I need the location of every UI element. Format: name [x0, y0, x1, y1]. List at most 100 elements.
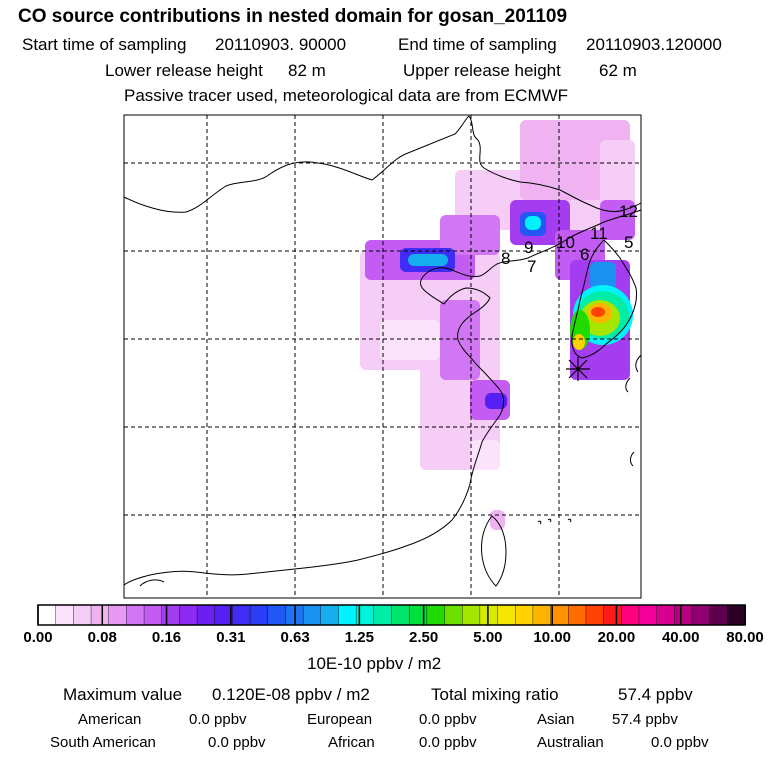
colorbar-cell: [585, 604, 605, 626]
traj-label-11: 11: [590, 224, 608, 243]
region-african: African: [328, 734, 375, 751]
colorbar-major-ticks: [37, 605, 746, 625]
colorbar-cell: [408, 604, 428, 626]
upper-height-value: 62 m: [599, 61, 637, 80]
colorbar-tick-label: 2.50: [409, 629, 439, 646]
colorbar-tick-label: 0.08: [87, 629, 117, 646]
concentration-cell: [380, 320, 440, 360]
colorbar-tick-label: 40.00: [661, 629, 700, 646]
colorbar-cell: [515, 604, 534, 626]
coast-hainan: [139, 579, 165, 587]
colorbar-cell: [656, 604, 676, 626]
coast-korea: [571, 239, 637, 359]
region-asian: Asian: [537, 711, 575, 728]
max-value: 0.120E-08 ppbv / m2: [212, 685, 370, 704]
colorbar-cell: [479, 604, 499, 626]
coast-taiwan: [481, 515, 507, 587]
start-time-value: 20110903. 90000: [215, 35, 347, 54]
colorbar-cell: [709, 604, 729, 626]
colorbar-cell: [179, 604, 198, 626]
coast-islands: [537, 518, 572, 525]
colorbar-tick-label: 0.16: [151, 629, 182, 646]
colorbar-cell: [73, 604, 92, 626]
colorbar-cell: [196, 604, 216, 626]
colorbar-cell: [462, 604, 481, 626]
colorbar-cell: [232, 604, 251, 626]
colorbar-cell: [674, 604, 693, 626]
colorbar-cell: [638, 604, 658, 626]
traj-label-8: 8: [501, 249, 510, 268]
concentration-cell: [440, 215, 500, 255]
colorbar-cell: [373, 604, 393, 626]
traj-label-9: 9: [524, 238, 533, 257]
concentration-cell: [600, 200, 635, 240]
colorbar-cell: [338, 604, 357, 626]
end-time-label: End time of sampling: [398, 35, 557, 54]
colorbar-tick-label: 0.00: [23, 629, 53, 646]
colorbar-cell: [532, 604, 552, 626]
colorbar-cell: [444, 604, 463, 626]
coast-north-china-border: [123, 115, 470, 213]
concentration-cell: [408, 254, 448, 266]
value-american: 0.0 ppbv: [189, 711, 247, 728]
value-african: 0.0 ppbv: [419, 734, 477, 751]
value-asian: 57.4 ppbv: [612, 711, 678, 728]
colorbar-cell: [727, 604, 746, 626]
concentration-cell: [485, 393, 507, 409]
value-australian: 0.0 ppbv: [651, 734, 709, 751]
colorbar-cell: [568, 604, 587, 626]
concentration-cell: [470, 440, 500, 470]
colorbar-cells: [37, 604, 746, 626]
colorbar-cell: [108, 604, 128, 626]
traj-label-12: 12: [619, 202, 638, 221]
coast-japan: [625, 354, 642, 467]
start-time-label: Start time of sampling: [22, 35, 187, 54]
traj-label-5: 5: [624, 233, 633, 252]
colorbar-cell: [249, 604, 269, 626]
coast-bohai-liaodong: [420, 209, 642, 443]
coast-east-border: [468, 115, 642, 213]
tracer-note: Passive tracer used, meteorological data…: [124, 86, 569, 105]
traj-label-7: 7: [527, 257, 536, 276]
lower-height-value: 82 m: [288, 61, 326, 80]
colorbar-tick-label: 5.00: [473, 629, 503, 646]
colorbar-cell: [267, 604, 287, 626]
total-mixing-label: Total mixing ratio: [431, 685, 559, 704]
colorbar-cell: [550, 604, 570, 626]
total-mixing-value: 57.4 ppbv: [618, 685, 693, 704]
colorbar-tick-label: 10.00: [533, 629, 571, 646]
map-frame: [123, 114, 642, 599]
concentration-field: [360, 120, 635, 530]
colorbar-cell: [302, 604, 322, 626]
value-south-american: 0.0 ppbv: [208, 734, 266, 751]
colorbar-tick-label: 1.25: [344, 629, 374, 646]
colorbar-cell: [621, 604, 640, 626]
colorbar-unit: 10E-10 ppbv / m2: [307, 654, 442, 673]
colorbar-tick-label: 0.63: [280, 629, 310, 646]
colorbar-cell: [603, 604, 623, 626]
lat-lon-grid: [124, 115, 641, 598]
region-european: European: [307, 711, 373, 728]
colorbar-cell: [90, 604, 110, 626]
colorbar-cell: [391, 604, 410, 626]
colorbar-cell: [126, 604, 145, 626]
concentration-cell: [525, 216, 541, 230]
end-time-value: 20110903.120000: [586, 35, 722, 54]
region-south-american: South American: [50, 734, 156, 751]
colorbar-tick-label: 20.00: [597, 629, 636, 646]
colorbar-cell: [691, 604, 711, 626]
receptor-marker: [566, 357, 590, 381]
region-australian: Australian: [537, 734, 604, 751]
colorbar-cell: [143, 604, 163, 626]
traj-label-10: 10: [556, 233, 575, 252]
upper-height-label: Upper release height: [403, 61, 561, 80]
traj-label-6: 6: [580, 245, 589, 264]
chart-title: CO source contributions in nested domain…: [18, 6, 568, 27]
concentration-cell: [490, 510, 505, 530]
max-value-label: Maximum value: [63, 685, 183, 704]
colorbar-cell: [161, 604, 181, 626]
colorbar-cell: [320, 604, 340, 626]
concentration-cell: [573, 334, 585, 350]
